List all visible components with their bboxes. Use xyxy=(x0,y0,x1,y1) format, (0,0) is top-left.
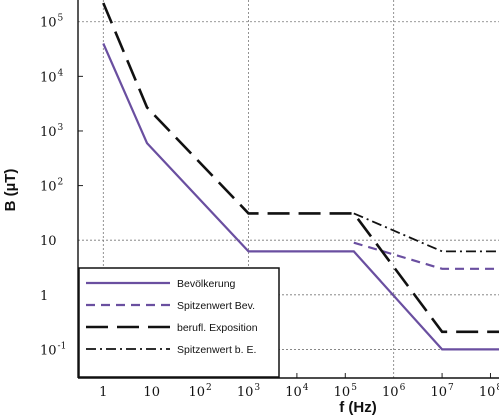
y-axis-label: B (µT) xyxy=(2,169,19,212)
y-tick-label: 105 xyxy=(40,14,64,31)
series-line-2 xyxy=(353,241,499,270)
y-tick-label: 10 xyxy=(40,234,57,249)
y-tick-label: 1 xyxy=(40,289,48,304)
x-tick-label: 104 xyxy=(285,383,309,400)
x-tick-label: 10 xyxy=(143,385,160,400)
x-tick-label: 106 xyxy=(382,383,406,400)
x-tick-label: 107 xyxy=(430,383,454,400)
x-axis-label: f (Hz) xyxy=(339,399,377,416)
y-tick-labels: 10-1 1 10 102 103 104 105 xyxy=(40,14,66,359)
legend-label-2: Spitzenwert Bev. xyxy=(177,300,255,312)
legend-label-4: Spitzenwert b. E. xyxy=(177,344,256,356)
legend-box xyxy=(78,267,280,378)
series-line-1 xyxy=(102,43,499,351)
x-tick-labels: 1 10 102 103 104 105 106 107 108 xyxy=(99,383,499,400)
legend-label-3: berufl. Exposition xyxy=(177,322,258,334)
legend: Bevölkerung Spitzenwert Bev. berufl. Expos… xyxy=(78,267,280,378)
y-tick-label: 104 xyxy=(40,68,64,85)
x-tick-label: 103 xyxy=(237,383,261,400)
x-tick-label: 108 xyxy=(479,383,499,400)
series-line-3 xyxy=(102,2,499,334)
x-tick-label: 1 xyxy=(99,385,107,400)
x-tick-label: 102 xyxy=(188,383,211,400)
y-tick-label: 103 xyxy=(40,123,64,140)
x-tick-label: 105 xyxy=(334,383,358,400)
y-tick-label: 10-1 xyxy=(40,341,66,358)
series-layer xyxy=(102,2,499,351)
series-line-4 xyxy=(353,212,499,253)
y-tick-label: 102 xyxy=(40,178,63,195)
axes xyxy=(77,0,499,379)
legend-label-1: Bevölkerung xyxy=(177,278,236,290)
